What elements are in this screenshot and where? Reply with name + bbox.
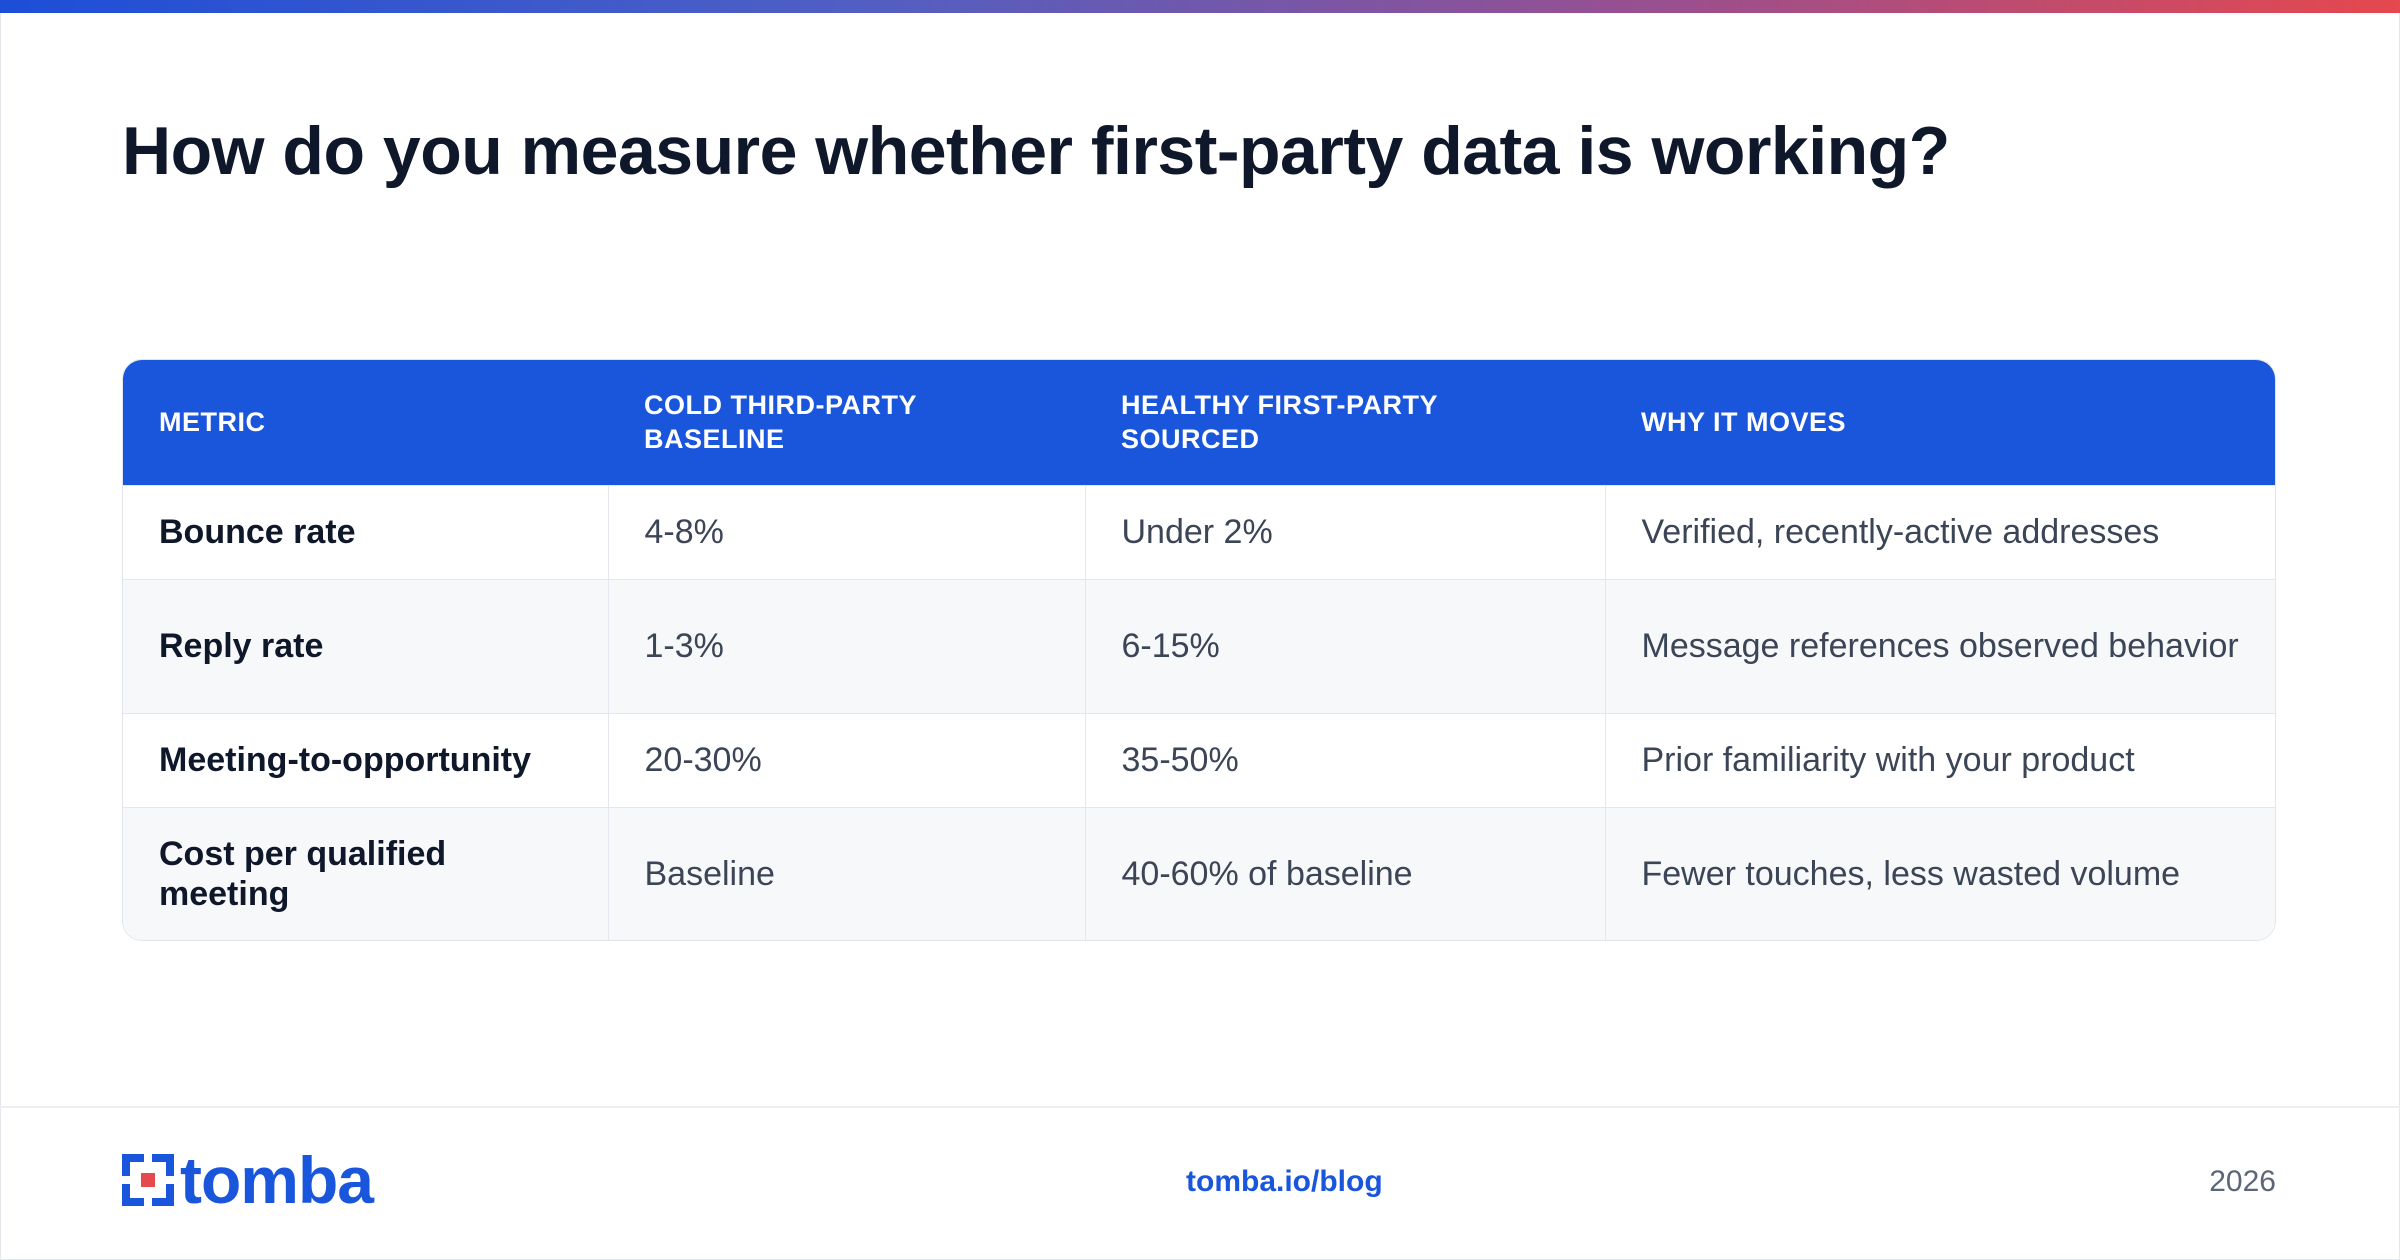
header-metric: METRIC (123, 360, 608, 485)
first-party-cell: 35-50% (1084, 712, 1605, 807)
blog-link[interactable]: tomba.io/blog (1186, 1165, 1383, 1198)
third-party-cell: Baseline (607, 806, 1085, 940)
first-party-cell: 6-15% (1084, 578, 1605, 713)
table-row: Cost per qualified meeting Baseline 40-6… (123, 806, 2275, 940)
third-party-cell: 1-3% (607, 578, 1085, 713)
why-cell: Fewer touches, less wasted volume (1604, 806, 2275, 940)
first-party-cell: 40-60% of baseline (1084, 806, 1605, 940)
why-cell: Prior familiarity with your product (1604, 712, 2275, 807)
logo-wordmark: tomba (180, 1143, 374, 1217)
footer-divider (0, 1106, 2400, 1108)
metric-cell: Bounce rate (123, 484, 608, 579)
third-party-cell: 20-30% (607, 712, 1085, 807)
metric-cell: Reply rate (123, 578, 608, 713)
first-party-cell: Under 2% (1084, 484, 1605, 579)
metric-cell: Cost per qualified meeting (123, 806, 608, 940)
metrics-table: METRIC COLD THIRD-PARTY BASELINE HEALTHY… (123, 360, 2275, 940)
tomba-logo-icon (122, 1154, 174, 1206)
header-healthy-first-party-sourced: HEALTHY FIRST-PARTY SOURCED (1085, 360, 1605, 485)
why-cell: Verified, recently-active addresses (1604, 484, 2275, 579)
third-party-cell: 4-8% (607, 484, 1085, 579)
tomba-logo[interactable]: tomba (122, 1143, 374, 1217)
footer-year: 2026 (2209, 1165, 2276, 1198)
table-row: Meeting-to-opportunity 20-30% 35-50% Pri… (123, 712, 2275, 807)
header-why-it-moves: WHY IT MOVES (1605, 360, 2275, 485)
table-row: Bounce rate 4-8% Under 2% Verified, rece… (123, 484, 2275, 579)
header-cold-third-party-baseline: COLD THIRD-PARTY BASELINE (608, 360, 1085, 485)
metrics-table-container: METRIC COLD THIRD-PARTY BASELINE HEALTHY… (122, 359, 2276, 941)
gradient-top-bar (0, 0, 2400, 13)
metric-cell: Meeting-to-opportunity (123, 712, 608, 807)
why-cell: Message references observed behavior (1604, 578, 2275, 713)
table-row: Reply rate 1-3% 6-15% Message references… (123, 578, 2275, 713)
table-header-row: METRIC COLD THIRD-PARTY BASELINE HEALTHY… (123, 360, 2275, 485)
page-title: How do you measure whether first-party d… (122, 113, 1950, 189)
